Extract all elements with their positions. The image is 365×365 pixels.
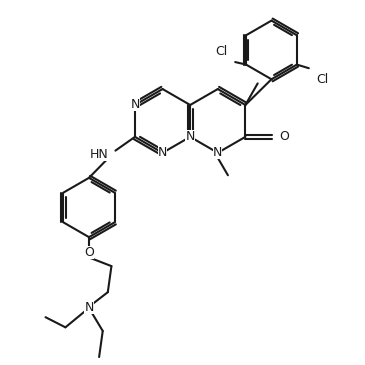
Text: HN: HN bbox=[90, 149, 109, 161]
Text: O: O bbox=[279, 130, 289, 143]
Text: O: O bbox=[84, 246, 94, 259]
Text: Cl: Cl bbox=[216, 45, 228, 58]
Text: N: N bbox=[130, 99, 140, 111]
Text: N: N bbox=[158, 146, 167, 159]
Text: N: N bbox=[213, 146, 223, 159]
Text: Cl: Cl bbox=[316, 73, 328, 86]
Text: N: N bbox=[185, 130, 195, 143]
Text: N: N bbox=[84, 301, 94, 314]
